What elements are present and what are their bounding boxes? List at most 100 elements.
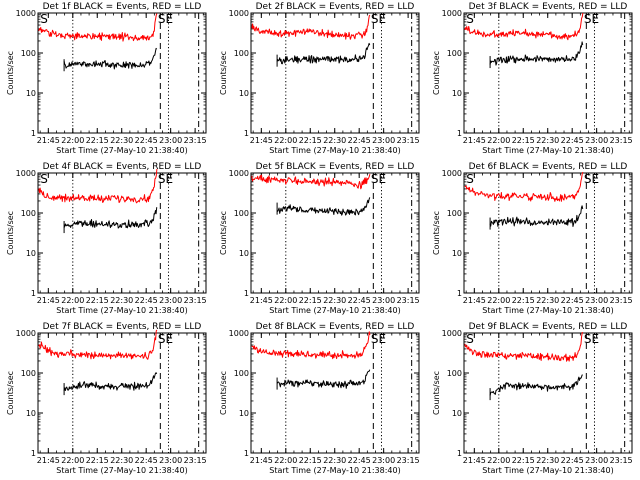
x-tick-label: 22:00: [274, 456, 297, 465]
marker-se: SE: [371, 12, 386, 26]
x-tick-label: 22:15: [512, 456, 535, 465]
y-axis-label: Counts/sec: [432, 211, 441, 255]
x-tick-label: 22:45: [135, 456, 158, 465]
y-tick-label: 100: [234, 209, 249, 218]
y-tick-label: 10: [26, 409, 36, 418]
panel-det-8f: Det 8f BLACK = Events, RED = LLD 1 10 100 10…: [213, 320, 426, 480]
chart-svg: Det 2f BLACK = Events, RED = LLD 1 10 100 10…: [219, 2, 420, 155]
y-axis-label: Counts/sec: [432, 51, 441, 95]
panel-det-9f: Det 9f BLACK = Events, RED = LLD 1 10 100 10…: [426, 320, 639, 480]
x-tick-label: 23:15: [184, 456, 207, 465]
x-tick-label: 22:45: [348, 456, 371, 465]
x-axis-label: Start Time (27-May-10 21:38:40): [269, 466, 400, 475]
x-tick-label: 22:30: [323, 456, 346, 465]
y-tick-label: 10: [452, 89, 462, 98]
plot-frame: [250, 172, 420, 294]
y-tick-label: 100: [21, 369, 36, 378]
x-axis-label: Start Time (27-May-10 21:38:40): [56, 306, 187, 315]
x-tick-label: 22:15: [512, 136, 535, 145]
series-black-line: [276, 197, 371, 216]
plot-frame: [37, 12, 207, 134]
y-tick-label: 1000: [229, 9, 249, 18]
y-tick-label: 1000: [442, 329, 462, 338]
marker-s: S: [466, 172, 474, 186]
y-tick-label: 10: [452, 249, 462, 258]
marker-se: SE: [158, 332, 173, 346]
x-tick-label: 22:15: [86, 296, 109, 305]
series-black-line: [63, 372, 158, 392]
x-tick-label: 22:45: [348, 136, 371, 145]
marker-s: S: [466, 12, 474, 26]
panel-det-7f: Det 7f BLACK = Events, RED = LLD 1 10 100 10…: [0, 320, 213, 480]
x-tick-label: 22:00: [487, 136, 510, 145]
x-tick-label: 22:00: [487, 296, 510, 305]
x-tick-label: 22:45: [561, 296, 584, 305]
series-red-line: [251, 14, 371, 40]
x-tick-label: 22:15: [299, 136, 322, 145]
marker-s: S: [40, 12, 48, 26]
x-tick-label: 21:45: [37, 296, 60, 305]
x-tick-label: 22:45: [135, 296, 158, 305]
x-tick-label: 23:15: [184, 296, 207, 305]
y-tick-label: 1: [244, 449, 249, 458]
x-axis-label: Start Time (27-May-10 21:38:40): [269, 306, 400, 315]
x-tick-label: 22:15: [299, 296, 322, 305]
panel-det-4f: Det 4f BLACK = Events, RED = LLD 1 10 100 10…: [0, 160, 213, 320]
panel-title: Det 1f BLACK = Events, RED = LLD: [43, 2, 202, 12]
y-tick-label: 1000: [229, 169, 249, 178]
x-tick-label: 23:00: [585, 136, 608, 145]
y-tick-label: 1: [244, 129, 249, 138]
panel-title: Det 5f BLACK = Events, RED = LLD: [256, 162, 415, 172]
x-tick-label: 23:15: [610, 456, 633, 465]
y-tick-label: 10: [26, 249, 36, 258]
series-black-line: [489, 374, 583, 396]
x-tick-label: 21:45: [463, 136, 486, 145]
y-axis-label: Counts/sec: [219, 211, 228, 255]
y-tick-label: 1: [31, 449, 36, 458]
y-tick-label: 10: [239, 409, 249, 418]
series-black-line: [63, 207, 158, 229]
x-tick-label: 22:30: [110, 456, 133, 465]
marker-se: SE: [371, 332, 386, 346]
x-axis-label: Start Time (27-May-10 21:38:40): [482, 306, 613, 315]
x-tick-label: 22:45: [561, 136, 584, 145]
panel-det-2f: Det 2f BLACK = Events, RED = LLD 1 10 100 10…: [213, 0, 426, 160]
x-tick-label: 23:00: [372, 456, 395, 465]
x-tick-label: 22:30: [536, 296, 559, 305]
x-tick-label: 22:30: [536, 456, 559, 465]
y-axis-label: Counts/sec: [6, 371, 15, 415]
marker-se: SE: [158, 172, 173, 186]
y-axis-label: Counts/sec: [219, 371, 228, 415]
x-tick-label: 22:00: [487, 456, 510, 465]
x-tick-label: 23:15: [397, 456, 420, 465]
y-tick-label: 1000: [16, 9, 36, 18]
series-red-line: [38, 13, 158, 42]
y-tick-label: 1000: [229, 329, 249, 338]
marker-se: SE: [158, 12, 173, 26]
x-tick-label: 21:45: [250, 296, 273, 305]
y-tick-label: 100: [21, 49, 36, 58]
y-tick-label: 1000: [442, 9, 462, 18]
series-red-line: [251, 173, 371, 190]
chart-svg: Det 6f BLACK = Events, RED = LLD 1 10 100 10…: [432, 162, 633, 315]
x-tick-label: 21:45: [37, 456, 60, 465]
series-black-line: [63, 47, 158, 70]
x-axis-label: Start Time (27-May-10 21:38:40): [482, 466, 613, 475]
x-tick-label: 22:00: [61, 296, 84, 305]
y-tick-label: 1000: [16, 169, 36, 178]
x-tick-label: 22:00: [274, 136, 297, 145]
x-tick-label: 22:30: [110, 296, 133, 305]
panel-det-6f: Det 6f BLACK = Events, RED = LLD 1 10 100 10…: [426, 160, 639, 320]
x-tick-label: 22:15: [86, 456, 109, 465]
series-black-line: [276, 369, 371, 389]
chart-svg: Det 8f BLACK = Events, RED = LLD 1 10 100 10…: [219, 322, 420, 475]
panel-det-1f: Det 1f BLACK = Events, RED = LLD 1 10 100 10…: [0, 0, 213, 160]
y-tick-label: 100: [234, 49, 249, 58]
panel-title: Det 6f BLACK = Events, RED = LLD: [469, 162, 628, 172]
x-tick-label: 22:15: [299, 456, 322, 465]
x-tick-label: 22:15: [86, 136, 109, 145]
x-tick-label: 21:45: [250, 456, 273, 465]
marker-s: S: [40, 172, 48, 186]
marker-se: SE: [584, 12, 599, 26]
